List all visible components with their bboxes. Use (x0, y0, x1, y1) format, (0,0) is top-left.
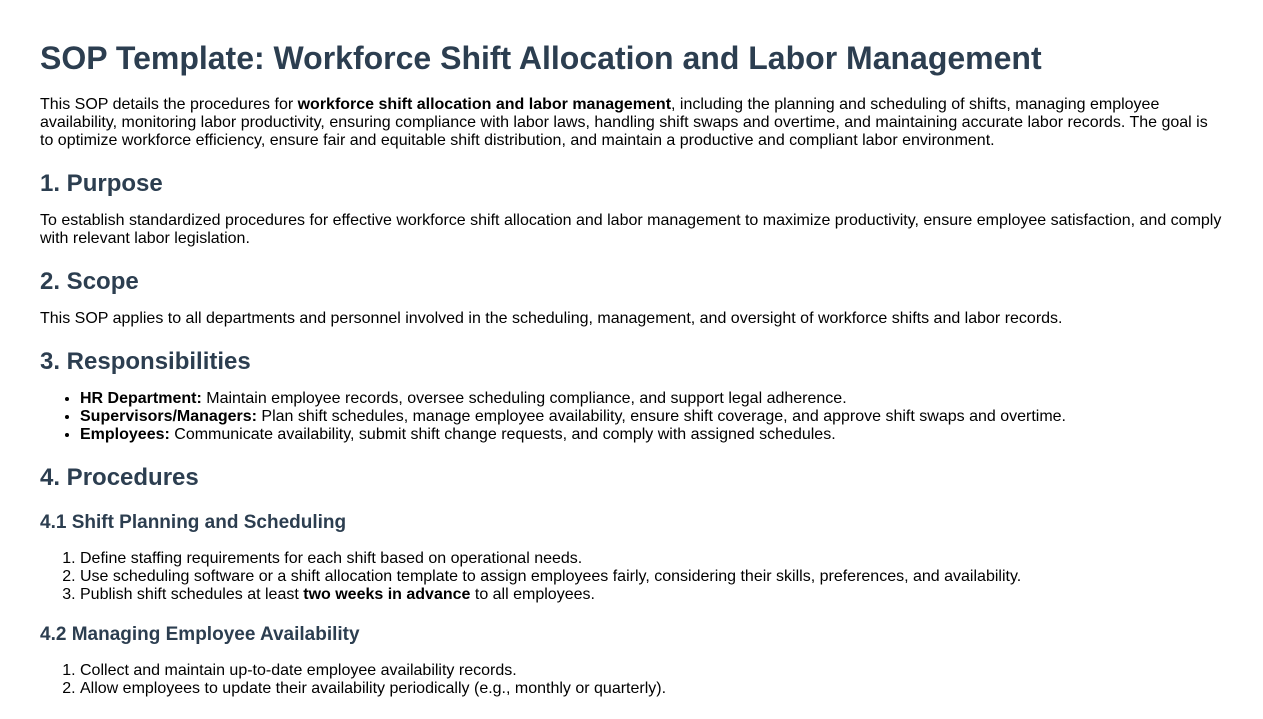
list-item: Collect and maintain up-to-date employee… (80, 662, 1223, 680)
intro: This SOP details the procedures for work… (40, 96, 1223, 150)
text: Publish shift schedules at least (80, 586, 304, 603)
bold-text: two weeks in advance (303, 586, 471, 603)
subsection-heading: 4.1 Shift Planning and Scheduling (40, 512, 347, 533)
document: SOP Template: Workforce Shift Allocation… (0, 0, 1263, 698)
paragraph: This SOP applies to all departments and … (40, 310, 1063, 327)
step-list: Define staffing requirements for each sh… (40, 550, 1223, 604)
list-item: Employees: Communicate availability, sub… (80, 426, 1223, 444)
list-item: Publish shift schedules at least two wee… (80, 586, 1223, 604)
text: Plan shift schedules, manage employee av… (261, 408, 1066, 425)
text: Maintain employee records, oversee sched… (206, 390, 847, 407)
section-heading: 1. Purpose (40, 170, 163, 197)
label: Supervisors/Managers: (80, 408, 257, 425)
text: This SOP details the procedures for (40, 96, 298, 113)
list-item: Use scheduling software or a shift alloc… (80, 568, 1223, 586)
list-item: HR Department: Maintain employee records… (80, 390, 1223, 408)
section-heading: 3. Responsibilities (40, 348, 251, 375)
section-heading: 4. Procedures (40, 464, 199, 491)
list-item: Supervisors/Managers: Plan shift schedul… (80, 408, 1223, 426)
label: HR Department: (80, 390, 202, 407)
text: to all employees. (470, 586, 595, 603)
title: SOP Template: Workforce Shift Allocation… (40, 40, 1042, 76)
text: , including the planning and scheduling … (40, 96, 1208, 149)
list-item: Allow employees to update their availabi… (80, 680, 1223, 698)
text: Communicate availability, submit shift c… (174, 426, 836, 443)
subsection-heading: 4.2 Managing Employee Availability (40, 624, 360, 645)
bold-text: workforce shift allocation and labor man… (297, 96, 672, 113)
responsibility-list: HR Department: Maintain employee records… (40, 390, 1223, 444)
list-item: Define staffing requirements for each sh… (80, 550, 1223, 568)
section-heading: 2. Scope (40, 268, 139, 295)
step-list: Collect and maintain up-to-date employee… (40, 662, 1223, 698)
paragraph: To establish standardized procedures for… (40, 212, 1222, 247)
label: Employees: (80, 426, 170, 443)
